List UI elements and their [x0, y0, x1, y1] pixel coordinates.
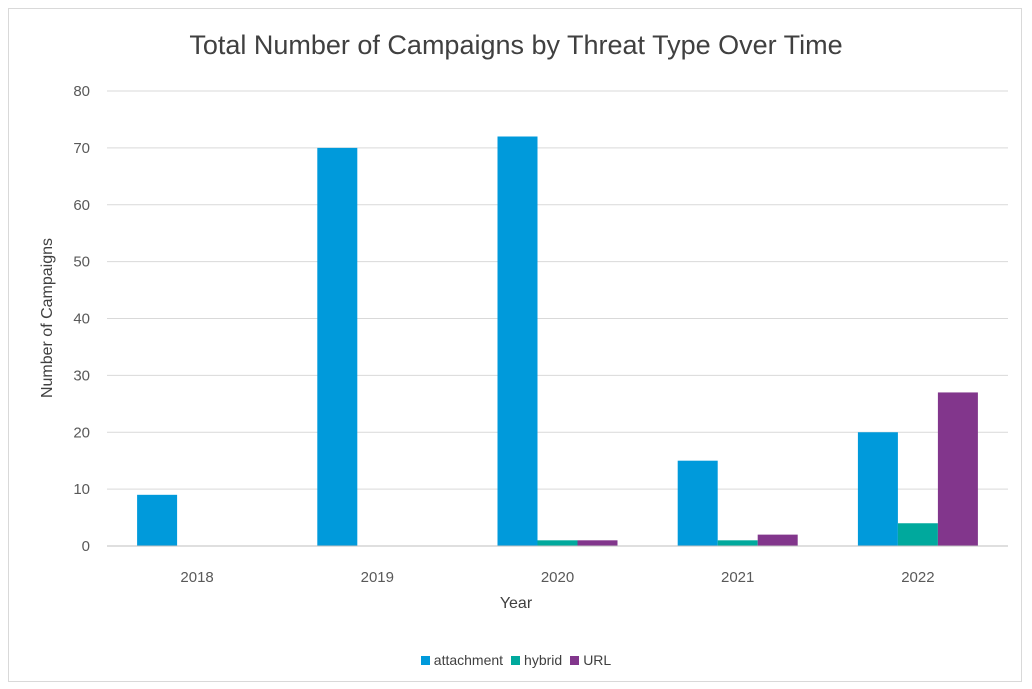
legend-item-hybrid: hybrid	[511, 652, 562, 668]
bar-attachment-2018	[137, 494, 178, 546]
bar-hybrid-2022	[897, 523, 938, 546]
bar-url-2020	[577, 540, 618, 546]
bar-attachment-2019	[317, 147, 358, 546]
bar-attachment-2022	[857, 432, 898, 546]
bar-url-2021	[757, 534, 798, 546]
legend: attachment hybrid URL	[0, 652, 1032, 668]
bar-attachment-2021	[677, 460, 718, 546]
x-tick-label-2018: 2018	[180, 569, 213, 586]
y-tick-label-20: 20	[73, 424, 90, 441]
y-tick-label-70: 70	[73, 140, 90, 157]
legend-label-hybrid: hybrid	[524, 652, 563, 668]
chart-title: Total Number of Campaigns by Threat Type…	[189, 30, 843, 60]
legend-swatch-url	[570, 655, 580, 665]
legend-item-url: URL	[570, 652, 611, 668]
bar-url-2022	[937, 392, 978, 546]
y-tick-label-60: 60	[73, 197, 90, 214]
y-tick-label-40: 40	[73, 311, 90, 328]
x-tick-label-2022: 2022	[901, 569, 934, 586]
bar-hybrid-2020	[537, 540, 578, 546]
x-tick-label-2020: 2020	[541, 569, 574, 586]
x-tick-label-2021: 2021	[721, 569, 754, 586]
legend-swatch-hybrid	[511, 655, 521, 665]
x-tick-label-2019: 2019	[361, 569, 394, 586]
y-tick-label-50: 50	[73, 254, 90, 271]
legend-item-attachment: attachment	[420, 652, 504, 668]
y-tick-label-10: 10	[73, 481, 90, 498]
y-tick-label-0: 0	[82, 538, 90, 555]
bar-attachment-2020	[497, 136, 538, 546]
legend-label-attachment: attachment	[433, 652, 504, 668]
legend-label-url: URL	[583, 652, 612, 668]
bar-hybrid-2021	[717, 540, 758, 546]
x-axis-label: Year	[499, 595, 533, 612]
y-tick-label-30: 30	[73, 367, 90, 384]
y-tick-label-80: 80	[73, 83, 90, 100]
legend-swatch-attachment	[420, 655, 430, 665]
